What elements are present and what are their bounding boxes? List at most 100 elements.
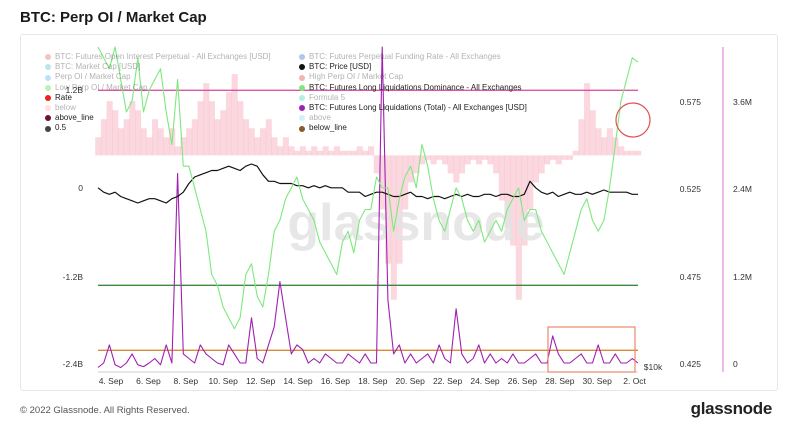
funding-rate-bar (174, 146, 181, 156)
legend-item[interactable]: BTC: Futures Open Interest Perpetual - A… (45, 52, 271, 62)
funding-rate-bar (385, 155, 392, 264)
funding-rate-bar (493, 155, 500, 174)
legend-item[interactable]: Perp OI / Market Cap (45, 72, 271, 82)
funding-rate-bar (532, 155, 539, 183)
chart-canvas: glassnode 4. Sep 6. Sep 8. Sep 10. Sep 12. S… (63, 46, 752, 386)
funding-rate-bar (373, 155, 380, 174)
legend-column-1: BTC: Futures Open Interest Perpetual - A… (45, 52, 271, 134)
funding-rate-bar (584, 83, 591, 156)
x-tick-label: 30. Sep (583, 376, 613, 386)
x-tick-label: 8. Sep (174, 376, 199, 386)
funding-rate-bar (339, 150, 346, 156)
legend-item[interactable]: BTC: Futures Perpetual Funding Rate - Al… (299, 52, 527, 62)
funding-rate-bar (95, 137, 102, 156)
legend-item[interactable]: BTC: Price [USD] (299, 62, 527, 72)
dominance-line (97, 46, 639, 330)
y-ratio-tick-label: 0.425 (680, 359, 702, 369)
legend-dot-icon (45, 54, 51, 61)
funding-rate-bar (220, 110, 227, 156)
x-tick-label: 18. Sep (358, 376, 388, 386)
funding-rate-bar (277, 146, 284, 156)
funding-rate-bar (129, 101, 136, 156)
funding-rate-bar (464, 155, 471, 165)
highlight-box (547, 326, 636, 373)
funding-rate-bar (157, 128, 164, 156)
x-tick-label: 28. Sep (545, 376, 575, 386)
legend-item[interactable]: below_line (299, 123, 527, 133)
funding-rate-bar (470, 155, 477, 160)
funding-rate-bar (180, 137, 187, 156)
funding-rate-bar (487, 155, 494, 165)
highlight-circle (615, 102, 651, 138)
funding-rate-bar (481, 155, 488, 160)
funding-rate-bar (350, 150, 358, 156)
funding-rate-bar (618, 146, 625, 156)
funding-rate-bar (379, 155, 386, 210)
legend-item[interactable]: Formula 5 (299, 93, 527, 103)
legend-dot-icon (299, 94, 305, 101)
funding-rate-bar (271, 137, 278, 156)
axes-layer: 4. Sep 6. Sep 8. Sep 10. Sep 12. Sep 14. Sep 1… (63, 47, 752, 386)
funding-rate-bar (356, 146, 363, 156)
funding-rate-bar (595, 128, 602, 156)
legend-label: below (55, 103, 76, 113)
x-tick-label: 4. Sep (99, 376, 124, 386)
legend-item[interactable]: Rate (45, 93, 271, 103)
funding-rate-bar (419, 155, 426, 165)
funding-rate-bar (186, 128, 193, 156)
funding-rate-bar (578, 119, 585, 156)
x-tick-label: 20. Sep (396, 376, 426, 386)
legend-item[interactable]: High Perp OI / Market Cap (299, 72, 527, 82)
legend-item[interactable]: BTC: Futures Long Liquidations (Total) -… (299, 103, 527, 113)
price-layer (97, 163, 638, 204)
funding-rate-bar (203, 83, 210, 156)
x-tick-label: 12. Sep (246, 376, 276, 386)
funding-rate-bar (265, 119, 272, 156)
funding-rate-bar (106, 101, 113, 156)
legend-dot-icon (45, 125, 51, 132)
funding-rate-bar (345, 150, 352, 156)
legend-label: Perp OI / Market Cap (55, 72, 131, 82)
y-liq-tick-label: 2.4M (733, 184, 752, 194)
funding-rate-bar (214, 119, 221, 156)
legend-label: 0.5 (55, 123, 67, 133)
funding-rate-bar (635, 150, 642, 156)
legend-item[interactable]: BTC: Market Cap [USD] (45, 62, 271, 72)
legend-label: BTC: Futures Long Liquidations (Total) -… (309, 103, 527, 113)
legend-item[interactable]: below (45, 103, 271, 113)
legend-item[interactable]: Low Perp OI / Market Cap (45, 83, 271, 93)
legend-item[interactable]: 0.5 (45, 123, 271, 133)
funding-rate-bar (191, 119, 198, 156)
legend-column-2: BTC: Futures Perpetual Funding Rate - Al… (299, 52, 527, 134)
funding-rate-bar (561, 155, 568, 160)
y-liq-tick-label: 0 (733, 359, 738, 369)
x-tick-label: 6. Sep (136, 376, 161, 386)
legend-label: BTC: Price [USD] (309, 62, 372, 72)
y-price-tick-label: $10k (644, 362, 663, 372)
funding-rate-bar (368, 146, 375, 156)
funding-rate-bar (333, 146, 341, 156)
funding-rate-bar (112, 110, 119, 156)
chart-card: glassnode 4. Sep 6. Sep 8. Sep 10. Sep 12. S… (20, 34, 778, 391)
funding-rate-bar (424, 155, 431, 160)
legend-item[interactable]: BTC: Futures Long Liquidations Dominance… (299, 83, 527, 93)
glassnode-logo[interactable]: glassnode (690, 399, 773, 418)
legend-dot-icon (299, 125, 305, 132)
funding-rate-bar (589, 110, 596, 156)
legend-item[interactable]: above_line (45, 113, 271, 123)
funding-rate-bar (538, 155, 545, 174)
funding-rate-bar (447, 155, 454, 174)
legend-dot-icon (299, 115, 305, 122)
funding-rate-bar (299, 146, 306, 156)
funding-rate-bar (402, 155, 409, 210)
y-left-tick-label: 1.2B (66, 85, 84, 95)
funding-rate-bar (413, 155, 420, 174)
legend-label: above_line (55, 113, 94, 123)
funding-rate-bar (430, 155, 437, 165)
y-ratio-tick-label: 0.525 (680, 184, 702, 194)
y-left-tick-label: -1.2B (63, 272, 84, 282)
y-ratio-tick-label: 0.575 (680, 97, 702, 107)
legend-item[interactable]: above (299, 113, 527, 123)
funding-rate-bar (123, 119, 130, 156)
funding-rate-bar (476, 155, 483, 165)
